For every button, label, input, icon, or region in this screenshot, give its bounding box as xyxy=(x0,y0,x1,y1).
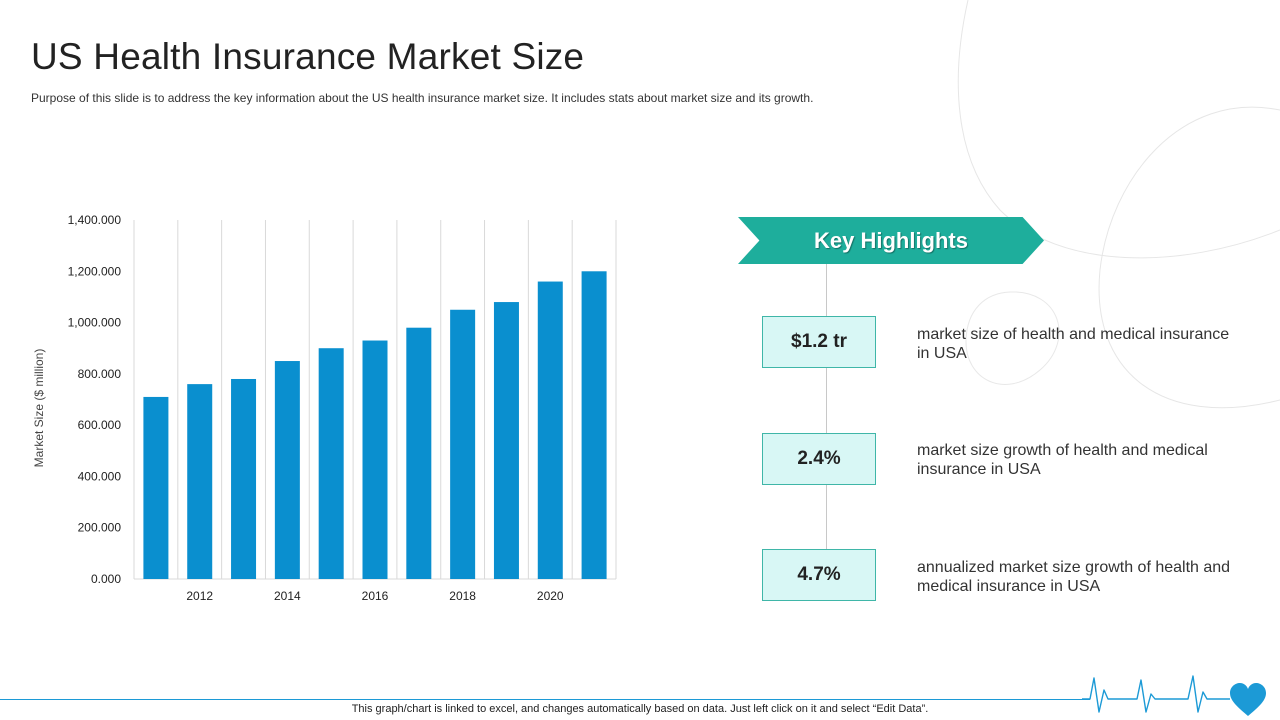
x-tick-label: 2016 xyxy=(362,589,389,603)
y-axis-label: Market Size ($ million) xyxy=(32,349,46,468)
stat-market-size: $1.2 tr xyxy=(762,316,876,368)
stat-annualized-growth: 4.7% xyxy=(762,549,876,601)
bar-2021[interactable] xyxy=(581,271,607,579)
bar-2019[interactable] xyxy=(493,302,519,579)
highlights-connector-line xyxy=(826,264,827,600)
y-tick-label: 200.000 xyxy=(78,521,122,535)
stat-market-size-description: market size of health and medical insura… xyxy=(917,326,1230,362)
bar-2016[interactable] xyxy=(362,340,388,579)
y-tick-label: 1,400.000 xyxy=(68,213,122,227)
bar-2015[interactable] xyxy=(318,348,344,579)
x-tick-label: 2012 xyxy=(186,589,213,603)
y-tick-label: 600.000 xyxy=(78,418,122,432)
x-tick-label: 2020 xyxy=(537,589,564,603)
y-tick-label: 800.000 xyxy=(78,367,122,381)
bar-2018[interactable] xyxy=(450,309,476,579)
bar-2020[interactable] xyxy=(537,281,563,579)
x-tick-label: 2014 xyxy=(274,589,301,603)
key-highlights-banner: Key Highlights xyxy=(738,217,1044,264)
bar-2014[interactable] xyxy=(274,361,300,579)
stat-annualized-growth-description: annualized market size growth of health … xyxy=(917,559,1231,595)
page-subtitle: Purpose of this slide is to address the … xyxy=(31,91,814,105)
page-title: US Health Insurance Market Size xyxy=(31,36,585,77)
market-size-bar-chart[interactable]: 0.000 200.000 400.000 600.000 800.000 1,000.0… xyxy=(0,0,640,620)
x-tick-label: 2018 xyxy=(449,589,476,603)
y-tick-label: 1,200.000 xyxy=(68,264,122,278)
stat-growth: 2.4% xyxy=(762,433,876,485)
footer-divider xyxy=(0,699,1090,700)
y-tick-label: 400.000 xyxy=(78,469,122,483)
y-tick-label: 0.000 xyxy=(91,572,121,586)
bar-2011[interactable] xyxy=(143,396,169,579)
footer-note: This graph/chart is linked to excel, and… xyxy=(351,703,929,715)
stat-growth-description: market size growth of health and medical… xyxy=(917,442,1208,478)
y-tick-label: 1,000.000 xyxy=(68,316,122,330)
bar-2012[interactable] xyxy=(187,384,213,579)
bar-2013[interactable] xyxy=(231,378,257,579)
bar-2017[interactable] xyxy=(406,327,432,579)
